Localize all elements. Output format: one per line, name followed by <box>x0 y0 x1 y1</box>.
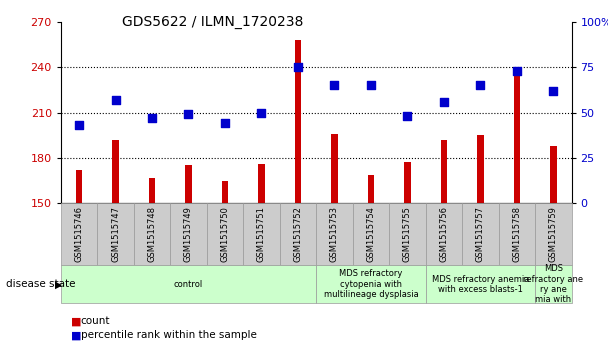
Bar <box>112 140 119 203</box>
Text: GSM1515759: GSM1515759 <box>549 206 558 262</box>
Bar <box>295 40 301 203</box>
Bar <box>331 134 337 203</box>
Text: GSM1515756: GSM1515756 <box>440 206 448 262</box>
Bar <box>185 166 192 203</box>
Bar <box>477 135 483 203</box>
Point <box>330 82 339 88</box>
Text: ■: ■ <box>71 330 81 340</box>
Point <box>548 88 558 94</box>
Point <box>293 64 303 70</box>
Text: MDS refractory
cytopenia with
multilineage dysplasia: MDS refractory cytopenia with multilinea… <box>323 269 418 299</box>
Text: GDS5622 / ILMN_1720238: GDS5622 / ILMN_1720238 <box>122 15 303 29</box>
Point <box>184 111 193 117</box>
Bar <box>76 170 82 203</box>
Text: GSM1515758: GSM1515758 <box>513 206 521 262</box>
Point <box>220 121 230 126</box>
Bar <box>258 164 264 203</box>
Point <box>475 82 485 88</box>
Bar <box>404 163 410 203</box>
Point <box>147 115 157 121</box>
Text: disease state: disease state <box>6 279 75 289</box>
Point <box>257 110 266 115</box>
Text: percentile rank within the sample: percentile rank within the sample <box>81 330 257 340</box>
Text: GSM1515755: GSM1515755 <box>403 206 412 262</box>
Text: GSM1515749: GSM1515749 <box>184 206 193 262</box>
Bar <box>149 178 155 203</box>
Text: GSM1515747: GSM1515747 <box>111 206 120 262</box>
Bar <box>550 146 556 203</box>
Text: MDS refractory anemia
with excess blasts-1: MDS refractory anemia with excess blasts… <box>432 274 529 294</box>
Text: GSM1515757: GSM1515757 <box>476 206 485 262</box>
Text: ■: ■ <box>71 316 81 326</box>
Point <box>439 99 449 105</box>
Text: GSM1515753: GSM1515753 <box>330 206 339 262</box>
Text: GSM1515748: GSM1515748 <box>148 206 156 262</box>
Text: ▶: ▶ <box>55 279 62 289</box>
Point <box>366 82 376 88</box>
Bar <box>441 140 447 203</box>
Text: GSM1515751: GSM1515751 <box>257 206 266 262</box>
Point <box>111 97 120 103</box>
Text: control: control <box>174 280 203 289</box>
Bar <box>222 180 228 203</box>
Text: MDS
refractory ane
ry ane
mia with: MDS refractory ane ry ane mia with <box>523 264 583 305</box>
Text: GSM1515752: GSM1515752 <box>294 206 302 262</box>
Text: GSM1515746: GSM1515746 <box>75 206 83 262</box>
Text: count: count <box>81 316 110 326</box>
Point <box>402 113 412 119</box>
Bar <box>514 70 520 203</box>
Point <box>512 68 522 74</box>
Point <box>74 122 84 128</box>
Text: GSM1515754: GSM1515754 <box>367 206 375 262</box>
Text: GSM1515750: GSM1515750 <box>221 206 229 262</box>
Bar <box>368 175 374 203</box>
